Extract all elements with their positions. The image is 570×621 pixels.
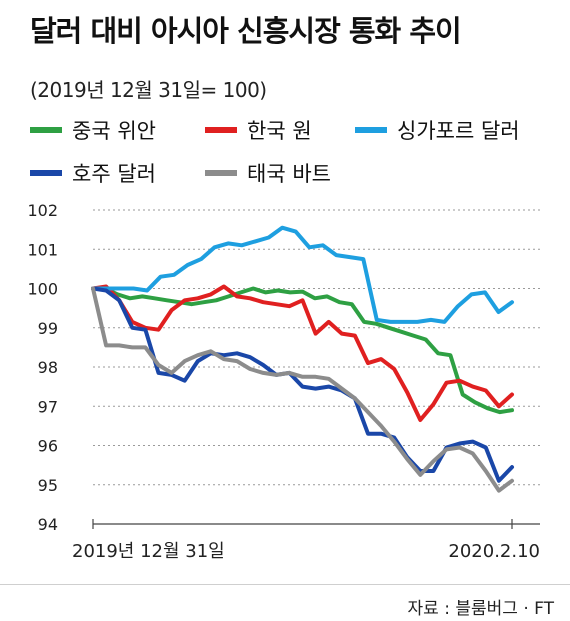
x-tick-label-start: 2019년 12월 31일	[72, 541, 225, 562]
series-line	[91, 225, 514, 324]
chart-title: 달러 대비 아시아 신흥시장 통화 추이	[30, 14, 462, 48]
legend-label: 중국 위안	[72, 119, 156, 143]
series-line	[91, 286, 514, 415]
source-note: 자료 : 블룸버그 · FT	[407, 599, 554, 619]
legend-label: 싱가포르 달러	[397, 119, 520, 143]
series-line	[91, 286, 514, 493]
divider	[0, 584, 570, 585]
x-tick-label-end: 2020.2.10	[448, 541, 540, 562]
y-tick-label: 97	[38, 397, 58, 416]
y-axis: 102 101 100 99 98 97 96 95 94	[27, 201, 58, 534]
series-line	[91, 284, 514, 422]
y-tick-label: 98	[38, 358, 58, 377]
legend-label: 한국 원	[247, 119, 312, 143]
y-tick-label: 96	[38, 437, 58, 456]
y-tick-label: 102	[27, 201, 58, 220]
legend-label: 태국 바트	[247, 162, 331, 186]
y-tick-label: 94	[38, 515, 58, 534]
y-tick-label: 99	[38, 319, 58, 338]
series-lines	[91, 225, 514, 493]
x-axis: 2019년 12월 31일 2020.2.10	[72, 519, 540, 562]
y-tick-label: 100	[27, 280, 58, 299]
chart-subtitle: (2019년 12월 31일= 100)	[30, 78, 267, 102]
y-tick-label: 95	[38, 476, 58, 495]
legend-label: 호주 달러	[72, 162, 156, 186]
y-tick-label: 101	[27, 240, 58, 259]
